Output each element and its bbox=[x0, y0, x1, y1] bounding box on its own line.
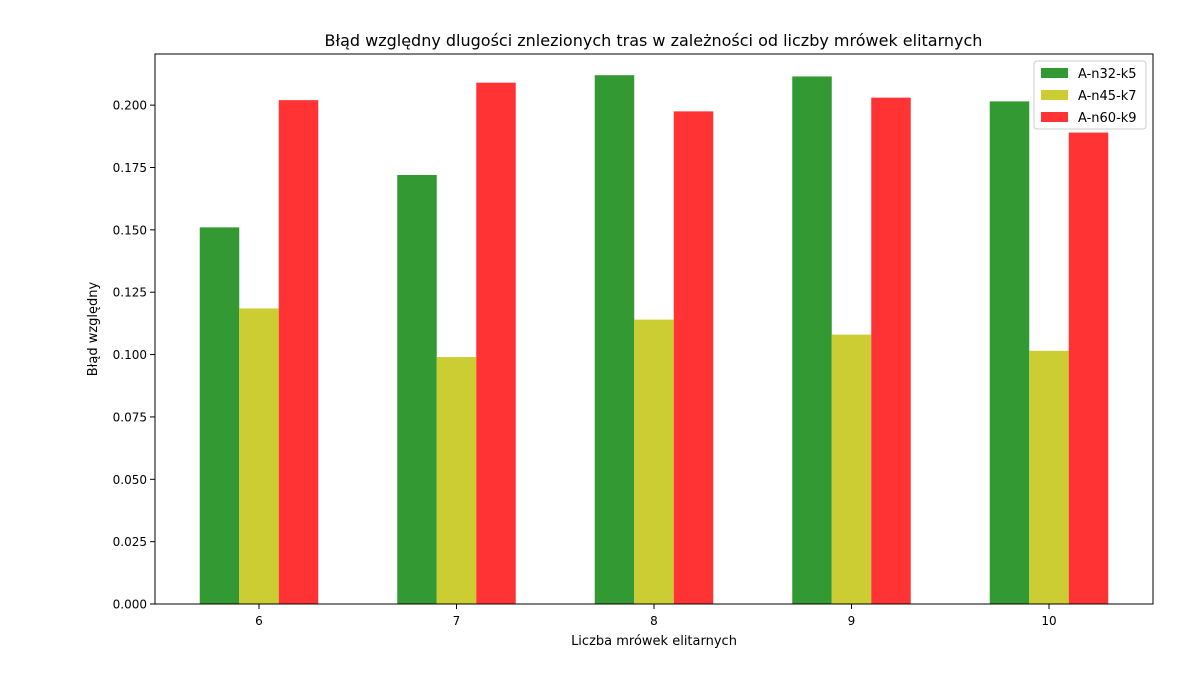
bar-a-n32-k5-6 bbox=[199, 227, 240, 605]
y-tick-label: 0.000 bbox=[113, 598, 147, 612]
bar-a-n60-k9-6 bbox=[278, 100, 319, 605]
x-tick-label: 9 bbox=[848, 614, 856, 628]
y-axis-label: Błąd względny bbox=[86, 281, 101, 376]
legend: A-n32-k5 A-n45-k7 A-n60-k9 bbox=[1033, 60, 1147, 130]
legend-label: A-n60-k9 bbox=[1078, 111, 1137, 126]
y-tick-label: 0.050 bbox=[113, 473, 147, 487]
bar-a-n60-k9-8 bbox=[673, 111, 714, 605]
legend-swatch bbox=[1041, 68, 1068, 78]
x-tick-label: 6 bbox=[255, 614, 263, 628]
bar-a-n45-k7-9 bbox=[831, 334, 872, 604]
y-tick-label: 0.025 bbox=[113, 535, 147, 549]
y-tick-label: 0.125 bbox=[113, 286, 147, 300]
bar-a-n32-k5-10 bbox=[989, 101, 1030, 604]
bar-a-n32-k5-7 bbox=[397, 174, 437, 605]
legend-swatch bbox=[1041, 112, 1068, 122]
legend-label: A-n45-k7 bbox=[1078, 89, 1137, 104]
legend-swatch bbox=[1041, 90, 1068, 100]
bar-a-n32-k5-8 bbox=[594, 75, 635, 604]
legend-label: A-n32-k5 bbox=[1078, 67, 1137, 82]
y-tick-label: 0.075 bbox=[113, 410, 147, 424]
x-axis-label: Liczba mrówek elitarnych bbox=[571, 634, 737, 649]
bar-a-n45-k7-6 bbox=[239, 308, 279, 604]
y-tick-label: 0.150 bbox=[113, 223, 147, 237]
y-tick-label: 0.100 bbox=[113, 348, 147, 362]
y-tick-label: 0.175 bbox=[113, 161, 147, 175]
bar-a-n45-k7-10 bbox=[1029, 350, 1069, 604]
x-tick-label: 7 bbox=[453, 614, 461, 628]
x-axis: 6 7 8 9 10 bbox=[255, 604, 1057, 628]
y-tick-label: 0.200 bbox=[113, 99, 147, 113]
bars-layer bbox=[199, 75, 1109, 605]
x-tick-label: 10 bbox=[1041, 614, 1056, 628]
chart-title: Błąd względny dlugości znlezionych tras … bbox=[325, 31, 983, 50]
x-tick-label: 8 bbox=[650, 614, 658, 628]
bar-a-n45-k7-8 bbox=[634, 319, 674, 604]
bar-a-n60-k9-7 bbox=[476, 82, 516, 605]
bar-a-n60-k9-10 bbox=[1068, 132, 1109, 604]
bar-a-n60-k9-9 bbox=[871, 97, 911, 605]
bar-a-n32-k5-9 bbox=[792, 76, 832, 604]
bar-a-n45-k7-7 bbox=[436, 357, 477, 604]
y-axis: 0.000 0.025 0.050 0.075 0.100 0.125 0.150 0.175… bbox=[113, 99, 155, 612]
